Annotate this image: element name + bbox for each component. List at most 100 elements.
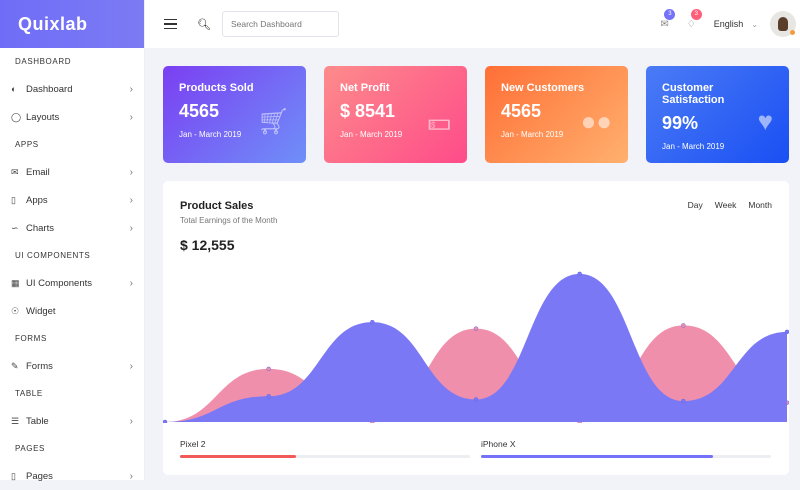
money-icon: 💵︎ bbox=[427, 106, 451, 136]
avatar[interactable] bbox=[770, 11, 796, 37]
range-month[interactable]: Month bbox=[748, 200, 772, 210]
sidebar-item-forms[interactable]: ✎ Forms › bbox=[0, 352, 144, 380]
sidebar-item-label: UI Components bbox=[26, 277, 93, 289]
bell-icon[interactable]: ♢ 3 bbox=[687, 8, 702, 30]
card-title: Products Sold bbox=[179, 82, 254, 94]
card-period: Jan - March 2019 bbox=[179, 130, 242, 139]
chevron-right-icon: › bbox=[129, 470, 133, 482]
range-week[interactable]: Week bbox=[714, 200, 737, 210]
area-series-1 bbox=[165, 273, 787, 422]
data-point bbox=[681, 398, 686, 404]
data-point bbox=[681, 323, 686, 328]
panel-title: Product Sales bbox=[180, 200, 254, 212]
progress-pixel-2: Pixel 2 bbox=[180, 439, 470, 458]
envelope-icon[interactable]: ✉ 3 bbox=[660, 8, 676, 30]
chevron-right-icon: › bbox=[129, 111, 133, 123]
card-period: Jan - March 2019 bbox=[662, 142, 725, 151]
sidebar-item-label: Widget bbox=[26, 305, 56, 317]
card-title: Customer Satisfaction bbox=[662, 82, 725, 106]
sidebar-item-label: Pages bbox=[26, 470, 53, 482]
chevron-right-icon: › bbox=[129, 415, 133, 427]
sales-total: $ 12,555 bbox=[180, 237, 235, 253]
card-value: 4565 bbox=[179, 101, 220, 121]
progress-iphone-x: iPhone X bbox=[481, 439, 771, 458]
sidebar: Quixlab DASHBOARD ◐ Dashboard › ◯ Layout… bbox=[0, 0, 145, 482]
sidebar-item-label: Apps bbox=[26, 194, 48, 206]
chevron-right-icon: › bbox=[129, 277, 133, 289]
menu-icon: ☰ bbox=[11, 415, 20, 426]
badge-icon: ☉ bbox=[11, 305, 20, 316]
panel-subtitle: Total Earnings of the Month bbox=[180, 216, 278, 225]
sidebar-item-dashboard[interactable]: ◐ Dashboard › bbox=[0, 75, 144, 103]
stat-card: Products Sold 4565 Jan - March 2019 🛒︎ bbox=[163, 66, 306, 163]
chevron-right-icon: › bbox=[129, 360, 133, 372]
data-point bbox=[266, 366, 271, 372]
data-point bbox=[784, 329, 789, 335]
sidebar-item-charts[interactable]: ∽ Charts › bbox=[0, 214, 144, 242]
speedometer-icon: ◐ bbox=[11, 84, 17, 94]
sidebar-item-layouts[interactable]: ◯ Layouts › bbox=[0, 103, 144, 131]
sidebar-item-email[interactable]: ✉ Email › bbox=[0, 158, 144, 186]
card-value: $ 8541 bbox=[340, 101, 396, 121]
sidebar-item-ui-components[interactable]: ▦ UI Components › bbox=[0, 269, 144, 297]
search-input[interactable] bbox=[221, 11, 339, 37]
sidebar-item-apps[interactable]: ▯ Apps › bbox=[0, 186, 144, 214]
progress-label: Pixel 2 bbox=[180, 439, 206, 449]
bulb-icon: ◯ bbox=[11, 111, 22, 122]
heart-icon: ♥ bbox=[757, 106, 773, 136]
sidebar-section-title: PAGES bbox=[15, 444, 45, 453]
product-sales-panel: Product Sales Total Earnings of the Mont… bbox=[163, 181, 789, 475]
sidebar-item-label: Email bbox=[26, 166, 50, 178]
note-icon: ✎ bbox=[11, 360, 19, 371]
sidebar-section-title: FORMS bbox=[15, 334, 47, 343]
card-value: 4565 bbox=[501, 101, 542, 121]
chevron-right-icon: › bbox=[129, 166, 133, 178]
sidebar-item-widget[interactable]: ☉ Widget bbox=[0, 297, 144, 325]
sidebar-item-label: Layouts bbox=[26, 111, 60, 123]
data-point bbox=[473, 397, 479, 402]
messages-badge: 3 bbox=[664, 8, 676, 20]
sidebar-item-pages[interactable]: ▯ Pages › bbox=[0, 462, 144, 490]
sales-area-chart bbox=[163, 271, 789, 423]
logo[interactable]: Quixlab bbox=[0, 0, 144, 48]
sidebar-item-label: Charts bbox=[26, 222, 54, 234]
card-value: 99% bbox=[662, 113, 699, 133]
users-icon: ●● bbox=[580, 106, 612, 136]
data-point bbox=[370, 319, 375, 325]
notifications-badge: 3 bbox=[690, 8, 702, 20]
status-dot bbox=[790, 30, 795, 35]
language-select[interactable]: English bbox=[713, 19, 744, 29]
stat-card: Customer Satisfaction 99% Jan - March 20… bbox=[646, 66, 789, 163]
chevron-down-icon[interactable]: ⌄ bbox=[751, 19, 758, 29]
graph-icon: ∽ bbox=[11, 222, 19, 233]
range-day[interactable]: Day bbox=[687, 200, 703, 210]
data-point bbox=[163, 419, 168, 423]
sidebar-item-label: Table bbox=[26, 415, 49, 427]
card-period: Jan - March 2019 bbox=[501, 130, 564, 139]
sidebar-section-title: DASHBOARD bbox=[15, 57, 72, 66]
search-icon[interactable]: 🔍︎ bbox=[197, 18, 211, 31]
sidebar-section-title: TABLE bbox=[15, 389, 43, 398]
progress-fill bbox=[481, 455, 713, 458]
progress-fill bbox=[180, 455, 296, 458]
data-point bbox=[473, 326, 479, 331]
progress-label: iPhone X bbox=[481, 439, 516, 449]
sidebar-item-table[interactable]: ☰ Table › bbox=[0, 407, 144, 435]
sidebar-item-label: Dashboard bbox=[26, 83, 73, 95]
data-point bbox=[577, 271, 582, 277]
chevron-right-icon: › bbox=[129, 83, 133, 95]
chevron-right-icon: › bbox=[129, 222, 133, 234]
envelope-icon: ✉ bbox=[11, 166, 19, 177]
chevron-right-icon: › bbox=[129, 194, 133, 206]
card-title: Net Profit bbox=[340, 82, 390, 94]
card-period: Jan - March 2019 bbox=[340, 130, 403, 139]
sidebar-section-title: APPS bbox=[15, 140, 39, 149]
data-point bbox=[266, 393, 271, 399]
sidebar-section-title: UI COMPONENTS bbox=[15, 251, 91, 260]
sidebar-item-label: Forms bbox=[26, 360, 53, 372]
grid-icon: ▦ bbox=[11, 277, 20, 288]
stat-card: New Customers 4565 Jan - March 2019 ●● bbox=[485, 66, 628, 163]
stat-card: Net Profit $ 8541 Jan - March 2019 💵︎ bbox=[324, 66, 467, 163]
hamburger-menu-icon[interactable] bbox=[164, 16, 177, 33]
header: 🔍︎ ✉ 3 ♢ 3 English ⌄ bbox=[145, 0, 800, 48]
